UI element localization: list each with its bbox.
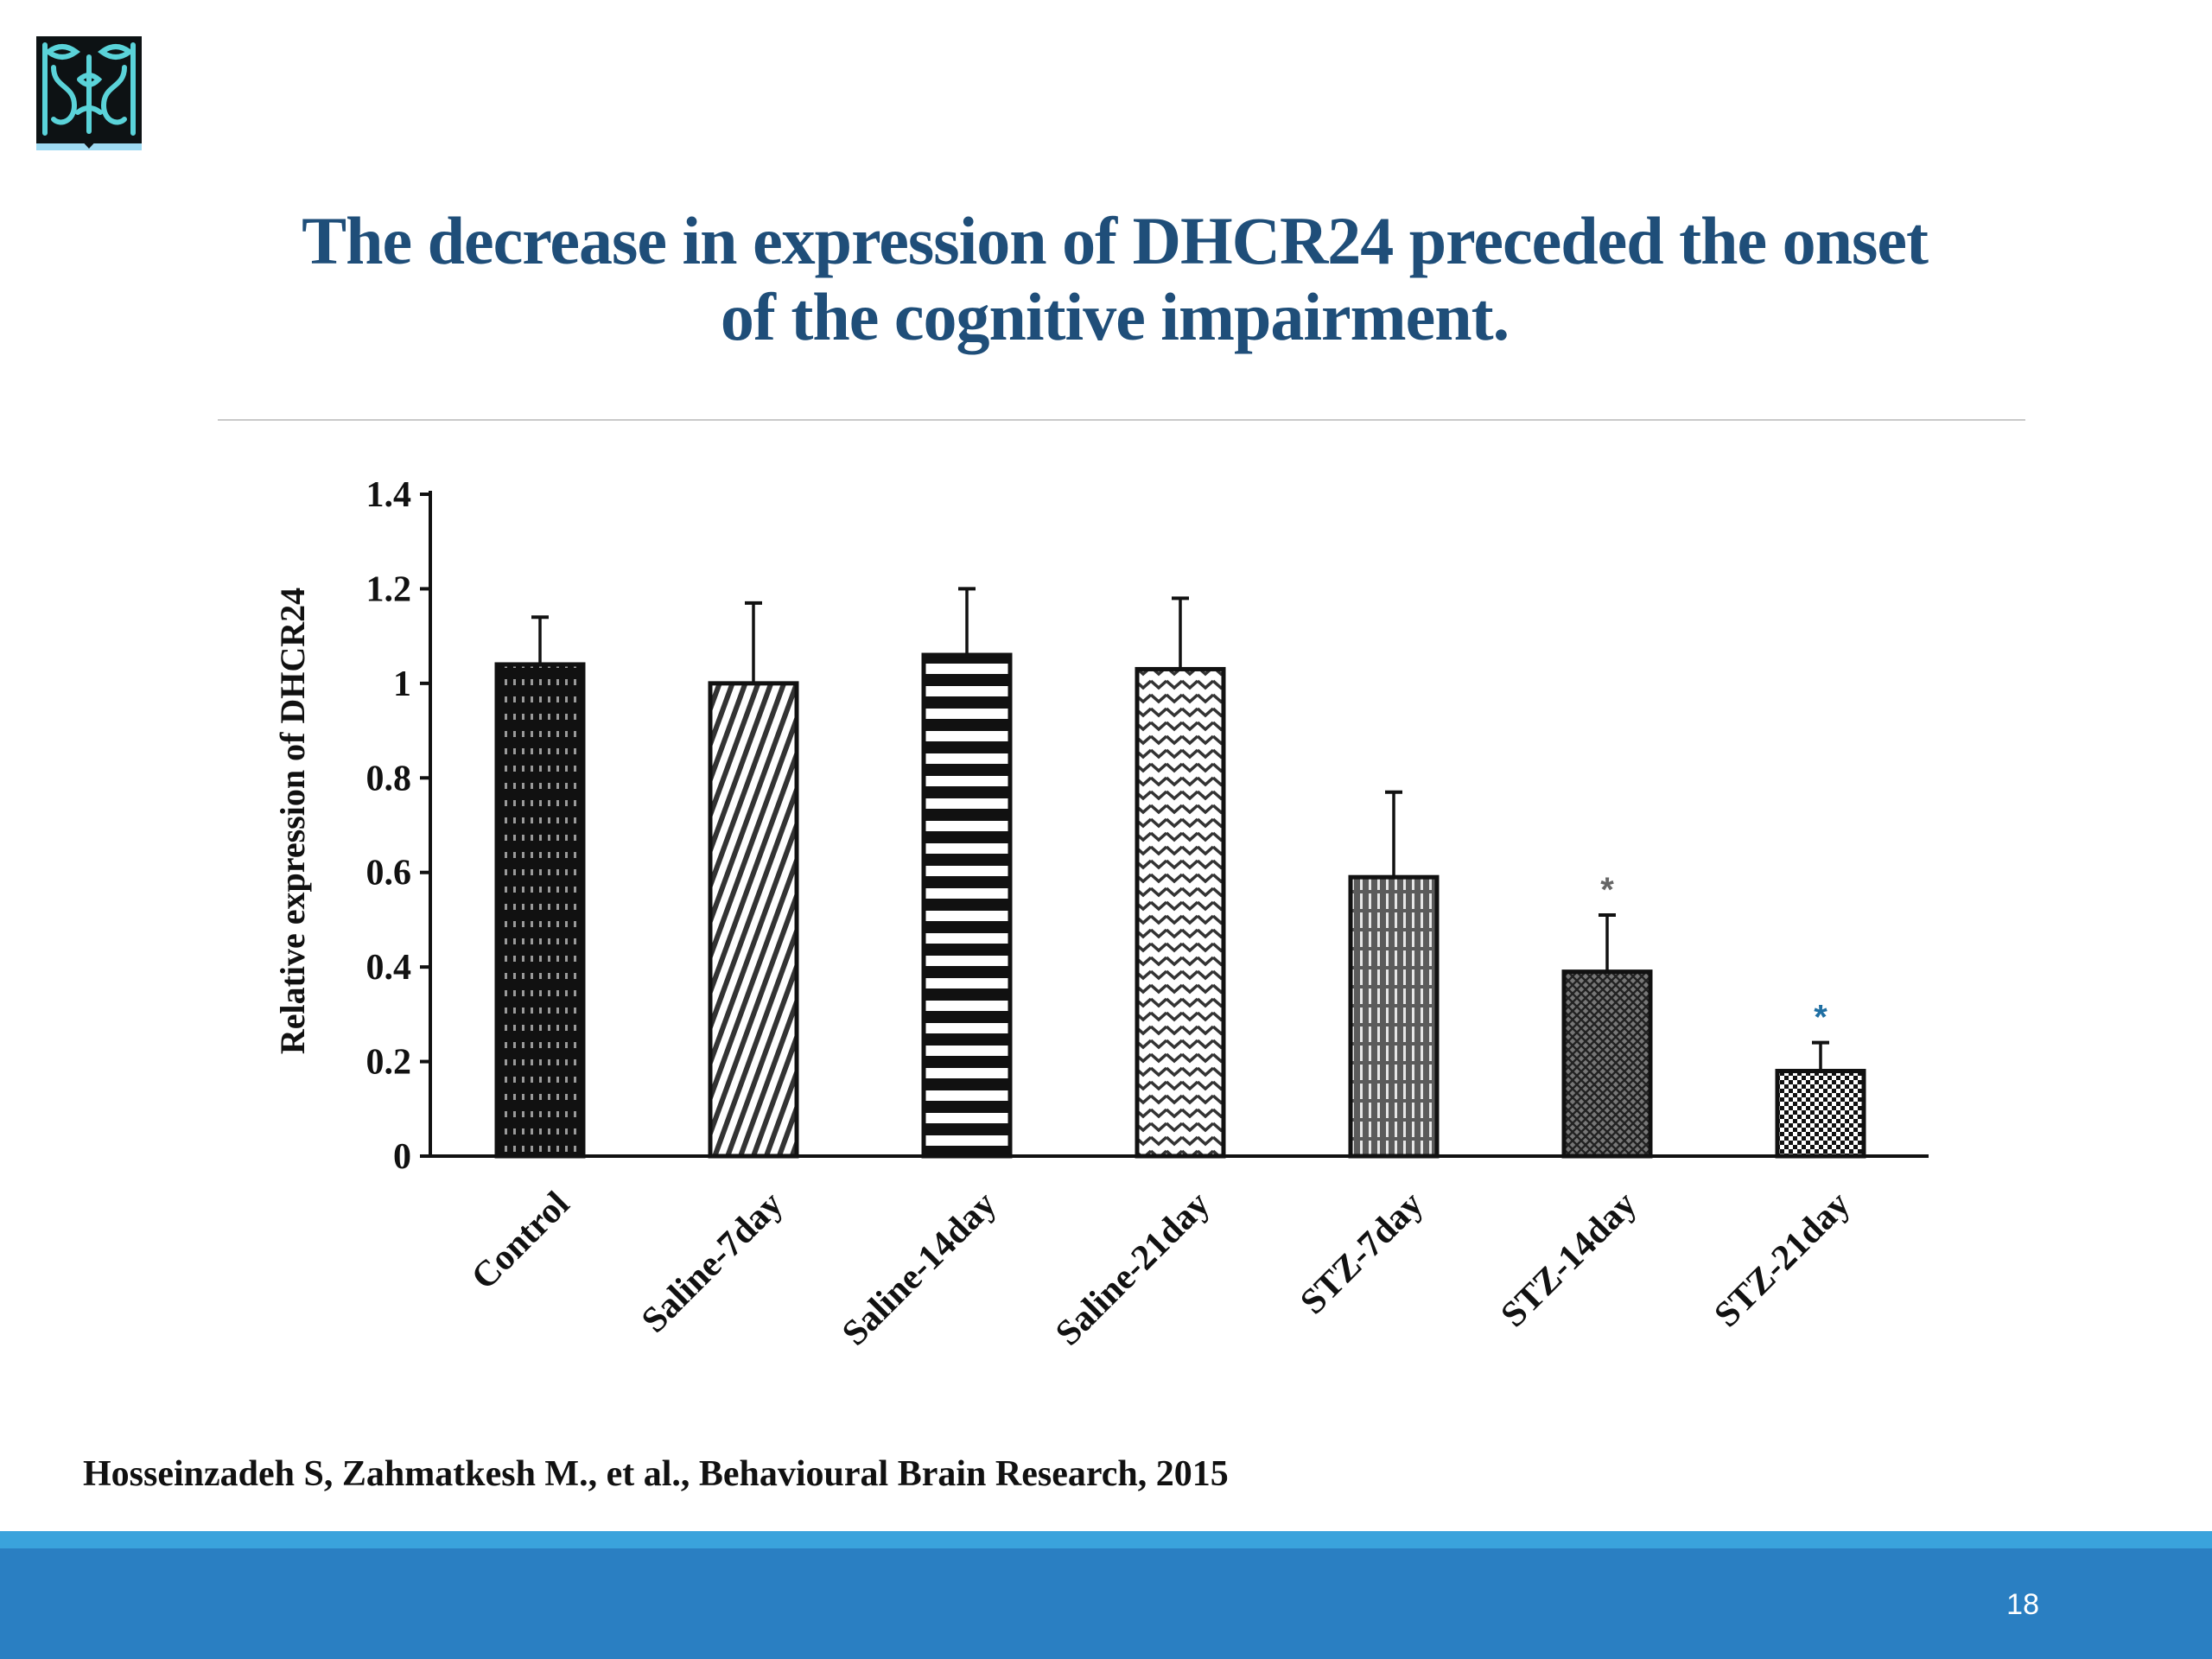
bar [1561, 969, 1653, 1159]
significance-marker: * [1814, 999, 1827, 1037]
y-tick-label: 0.8 [366, 759, 412, 798]
bar [1775, 1069, 1866, 1159]
bar [1135, 666, 1226, 1159]
y-tick-label: 1.4 [366, 475, 412, 515]
bar [708, 681, 799, 1159]
y-tick-label: 1 [393, 664, 411, 704]
y-tick-label: 0.2 [366, 1043, 412, 1083]
y-tick-label: 0.6 [366, 854, 412, 893]
x-tick-label: Saline-21day [1048, 1185, 1217, 1354]
citation: Hosseinzadeh S, Zahmatkesh M., et al., B… [83, 1454, 1229, 1494]
slide-title-line-1: The decrease in expression of DHCR24 pre… [302, 203, 1929, 278]
x-tick-label: Saline-7day [634, 1185, 791, 1341]
significance-marker: * [1600, 871, 1614, 909]
y-axis: 0 0.2 0.4 0.6 0.8 1 1.2 1.4 [366, 475, 432, 1177]
x-tick-label: Saline-14day [835, 1185, 1004, 1354]
page-number: 18 [2006, 1588, 2039, 1621]
slide-title: The decrease in expression of DHCR24 pre… [173, 203, 2056, 355]
footer-band [0, 1548, 2212, 1659]
x-axis: Control Saline-7day Saline-14day Saline-21d… [430, 1154, 1929, 1354]
slide-title-line-2: of the cognitive impairment. [720, 279, 1510, 354]
bars: ** [494, 587, 1866, 1159]
university-logo-icon [36, 36, 142, 150]
bar [494, 662, 586, 1159]
x-tick-label: STZ-21day [1707, 1185, 1858, 1335]
y-tick-label: 0 [393, 1137, 411, 1177]
x-tick-label: Control [464, 1185, 577, 1298]
bar [1348, 874, 1440, 1159]
x-tick-label: STZ-7day [1293, 1185, 1431, 1323]
x-tick-label: STZ-14day [1494, 1185, 1644, 1335]
bar [921, 652, 1013, 1159]
y-tick-label: 0.4 [366, 948, 412, 988]
title-divider [218, 419, 2025, 421]
footer-accent-band [0, 1531, 2212, 1548]
y-axis-label: Relative expression of DHCR24 [273, 588, 312, 1054]
y-tick-label: 1.2 [366, 569, 412, 609]
